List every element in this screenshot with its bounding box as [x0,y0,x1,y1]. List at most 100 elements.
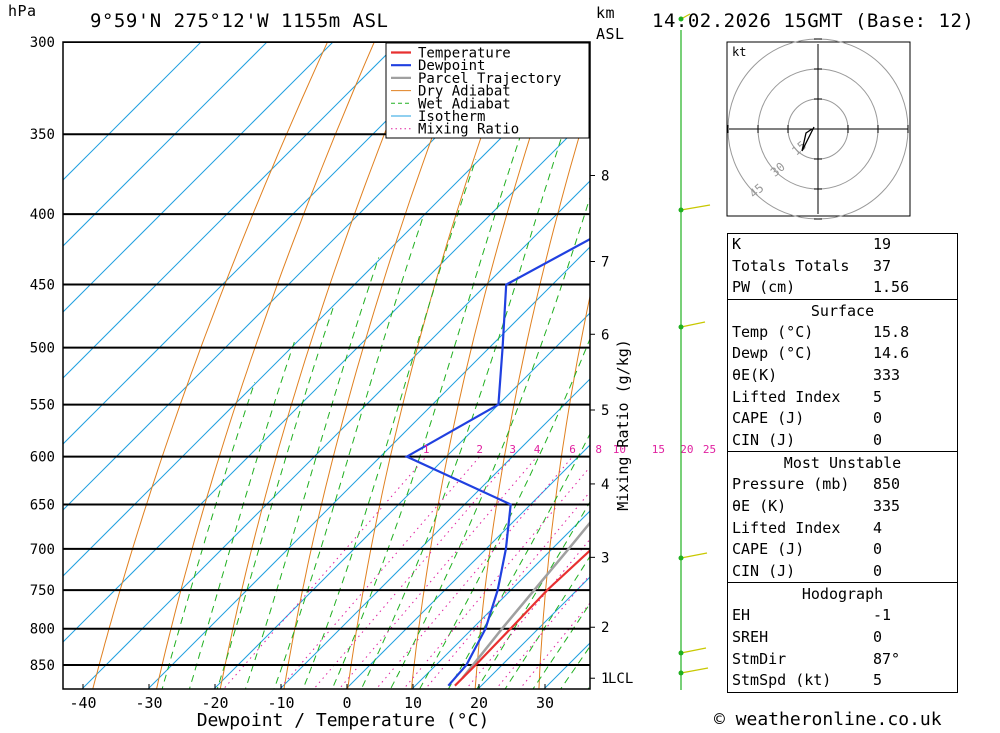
surface-row: Dewp (°C) 14.6 [728,343,957,365]
wind-barb-dot [678,324,684,330]
km-tick-label: 3 [601,550,609,566]
dry-adiabat-line [92,42,329,689]
dry-adiabat-line [219,42,422,689]
wind-barb-dot [678,670,684,676]
indices-table: K 19 Totals Totals 37 PW (cm) 1.56 Surface Te… [727,233,958,693]
legend-label: Wet Adiabat [418,96,511,112]
location-title: 9°59'N 275°12'W 1155m ASL [90,10,389,32]
x-tick-label: -10 [267,694,294,712]
most-unstable-row: Lifted Index 4 [728,518,957,540]
hodograph-row: SREH 0 [728,627,957,649]
most-unstable-label: θE (K) [732,496,787,515]
mixing-ratio-line [313,456,514,689]
mixing-ratio-label: 3 [509,443,516,456]
temperature-line [454,548,590,687]
index-value: 37 [873,256,892,275]
index-row: PW (cm) 1.56 [728,277,957,299]
most-unstable-title: Most Unstable [728,451,957,474]
pressure-tick-label: 850 [30,658,55,674]
pressure-tick-label: 500 [30,341,55,357]
dry-adiabat-line [347,42,516,689]
km-tick-label: 4 [601,477,609,493]
wind-barb [680,647,707,654]
mixing-ratio-label: 2 [476,443,483,456]
mixing-ratio-label: 25 [703,443,716,456]
km-tick-label: 1 [601,671,609,687]
mixing-ratio-label: 20 [680,443,693,456]
surface-title: Surface [728,298,957,322]
mixing-ratio-line [222,456,427,689]
surface-value: 5 [873,387,883,406]
mixing-ratio-line [402,466,590,689]
hodograph-label: StmSpd (kt) [732,671,832,690]
wind-barb-dot [678,16,684,22]
wet-adiabat-line [389,195,590,689]
plot-frame [62,41,591,690]
pressure-tick-label: 300 [30,35,55,51]
most-unstable-value: 335 [873,496,901,515]
index-value: 1.56 [873,278,910,297]
km-tick-label: 8 [601,168,609,184]
index-row: K 19 [728,234,957,256]
pressure-tick-label: 550 [30,398,55,414]
hodograph-label: StmDir [732,649,787,668]
dewpoint-line [404,237,590,687]
mixing-ratio-line [495,573,590,689]
lcl-label: LCL [608,671,633,687]
legend-label: Temperature [418,46,511,62]
dry-adiabat-line [156,42,375,689]
surface-label: Dewp (°C) [732,344,814,363]
index-row: Totals Totals 37 [728,256,957,278]
datetime-title: 14.02.2026 15GMT (Base: 12) [652,10,975,32]
wet-adiabat-line [273,213,425,689]
most-unstable-value: 4 [873,518,883,537]
isotherm-line [279,378,590,689]
legend-label: Isotherm [418,109,485,125]
pressure-tick-label: 450 [30,278,55,294]
hodograph-unit: kt [732,45,746,59]
wind-barb [680,204,711,211]
legend-label: Dry Adiabat [418,84,511,100]
dry-adiabat-line [538,293,590,689]
legend-box [385,42,590,139]
dry-adiabat-line [474,98,590,689]
wind-barb-dot [678,555,684,561]
mixing-ratio-axis-title: Mixing Ratio (g/kg) [614,339,632,511]
isotherm-line [411,510,590,689]
most-unstable-row: CIN (J) 0 [728,561,957,583]
surface-row: Lifted Index 5 [728,387,957,409]
legend-label: Mixing Ratio [418,122,519,138]
pressure-tick-label: 700 [30,542,55,558]
index-label: K [732,235,742,253]
pressure-tick-label: 650 [30,498,55,514]
km-tick-label: 6 [601,327,609,343]
surface-label: θE(K) [732,365,778,384]
surface-row: CIN (J) 0 [728,430,957,452]
most-unstable-label: Lifted Index [732,518,841,537]
credit-text: © weatheronline.co.uk [714,709,942,730]
wet-adiabat-line [418,337,590,689]
surface-value: 15.8 [873,322,910,341]
wet-adiabat-line [532,602,590,689]
wet-adiabat-line [161,382,256,689]
surface-row: CAPE (J) 0 [728,408,957,430]
x-tick-label: -20 [201,694,228,712]
x-tick-label: 30 [536,694,554,712]
mixing-ratio-label: 4 [534,443,541,456]
hodograph-trace [801,126,815,152]
surface-value: 0 [873,430,883,449]
mixing-ratio-line [424,491,590,689]
mixing-ratio-label: 10 [613,443,626,456]
index-label: PW (cm) [732,278,796,297]
surface-row: θE(K) 333 [728,365,957,387]
isotherm-line [63,42,334,313]
most-unstable-row: Pressure (mb) 850 [728,474,957,496]
index-value: 19 [873,235,892,253]
km-tick-label: 2 [601,620,609,636]
most-unstable-label: CAPE (J) [732,540,805,559]
wind-barb [680,667,709,674]
parcel-line [461,520,590,679]
surface-label: Lifted Index [732,387,841,406]
surface-label: Temp (°C) [732,322,814,341]
pressure-tick-label: 600 [30,450,55,466]
